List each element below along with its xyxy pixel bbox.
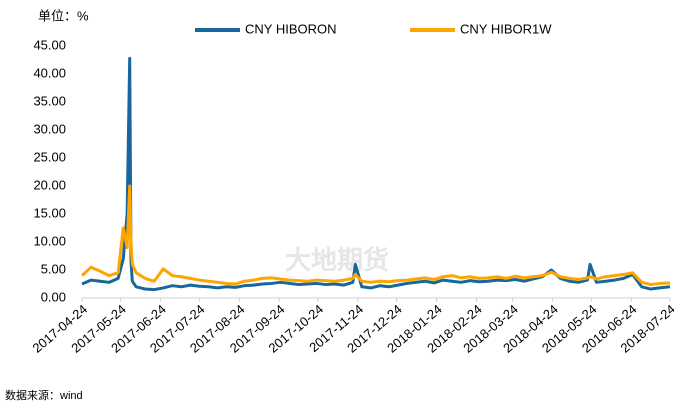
legend-label: CNY HIBOR1W [460,21,552,36]
y-tick-label: 30.00 [33,121,66,136]
y-tick-label: 35.00 [33,93,66,108]
y-tick-label: 0.00 [41,289,66,304]
y-tick-label: 5.00 [41,261,66,276]
source: 数据来源：wind [5,388,83,402]
y-tick-label: 20.00 [33,177,66,192]
legend-label: CNY HIBORON [245,21,337,36]
line [80,184,671,287]
y-tick-label: 45.00 [33,37,66,52]
chart-title: 单位：% [38,8,89,23]
y-tick-label: 25.00 [33,149,66,164]
y-tick-label: 40.00 [33,65,66,80]
watermark: 大地期货 [285,245,389,275]
y-tick-label: 10.00 [33,233,66,248]
y-tick-label: 15.00 [33,205,66,220]
line [81,56,671,292]
